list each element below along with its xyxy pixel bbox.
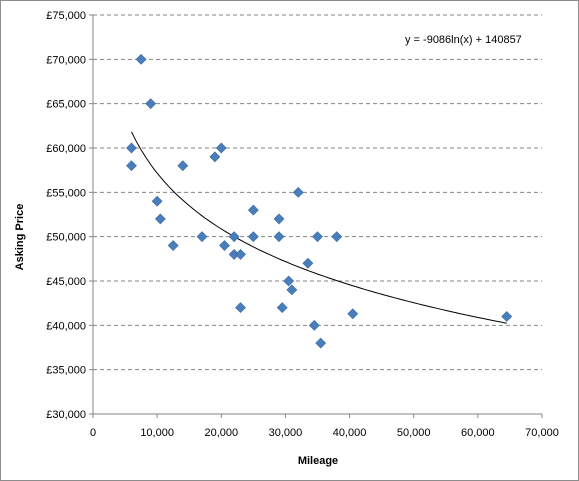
data-point-diamond	[228, 231, 240, 243]
data-point-diamond	[331, 231, 343, 243]
trendline-group	[131, 131, 507, 324]
y-tick-label: £65,000	[46, 99, 86, 111]
y-tick-label: £60,000	[46, 143, 86, 155]
data-point-diamond	[315, 337, 327, 349]
data-point-diamond	[235, 302, 246, 314]
data-point-diamond	[215, 142, 227, 154]
data-point-diamond	[273, 231, 285, 243]
data-point-diamond	[154, 213, 166, 225]
data-point-diamond	[501, 311, 513, 322]
y-tick-label: £30,000	[46, 409, 86, 421]
data-point-diamond	[312, 231, 323, 243]
y-tick-label: £55,000	[46, 187, 86, 199]
y-tick-label: £75,000	[46, 10, 86, 22]
data-point-diamond	[286, 284, 298, 296]
x-tick-label: 40,000	[333, 427, 367, 439]
x-tick-label: 60,000	[461, 427, 495, 439]
y-tick-label: £45,000	[46, 276, 86, 288]
data-point-diamond	[283, 275, 295, 287]
data-point-diamond	[219, 240, 230, 251]
data-point-diamond	[273, 213, 285, 225]
y-tick-label: £35,000	[46, 365, 86, 377]
data-point-diamond	[302, 257, 314, 269]
data-point-diamond	[126, 142, 137, 154]
data-point-diamond	[177, 160, 189, 172]
x-tick-label: 50,000	[397, 427, 431, 439]
data-point-diamond	[235, 248, 246, 260]
x-axis-title: Mileage	[298, 455, 338, 467]
y-tick-label: £50,000	[46, 232, 86, 244]
data-point-diamond	[167, 240, 179, 251]
data-point-diamond	[347, 308, 359, 320]
data-point-diamond	[145, 98, 157, 110]
trendline	[131, 131, 507, 324]
x-tick-label: 70,000	[525, 427, 559, 439]
data-point-diamond	[247, 231, 259, 243]
data-point-diamond	[209, 151, 221, 163]
x-tick-label: 30,000	[269, 427, 303, 439]
data-point-diamond	[247, 204, 259, 216]
data-point-diamond	[308, 319, 320, 331]
data-point-diamond	[126, 160, 137, 172]
y-tick-label: £40,000	[46, 320, 86, 332]
x-tick-label: 20,000	[204, 427, 238, 439]
y-tick-label: £70,000	[46, 54, 86, 66]
x-tick-labels: 0 10,000 20,000 30,000 40,000 50,000 60,000 70,…	[90, 427, 559, 439]
data-point-diamond	[151, 195, 163, 207]
x-tick-label: 10,000	[140, 427, 174, 439]
data-point-diamond	[292, 186, 304, 198]
y-axis-title: Asking Price	[14, 204, 26, 271]
data-point-diamond	[196, 231, 208, 243]
data-points	[126, 53, 513, 349]
x-tick-label: 0	[90, 427, 96, 439]
data-point-diamond	[276, 302, 288, 314]
trendline-equation: y = -9086ln(x) + 140857	[405, 34, 522, 46]
y-tick-labels: £30,000 £35,000 £40,000 £45,000 £50,000 £55,0…	[46, 10, 86, 421]
data-point-diamond	[135, 53, 147, 65]
axes	[89, 14, 543, 418]
